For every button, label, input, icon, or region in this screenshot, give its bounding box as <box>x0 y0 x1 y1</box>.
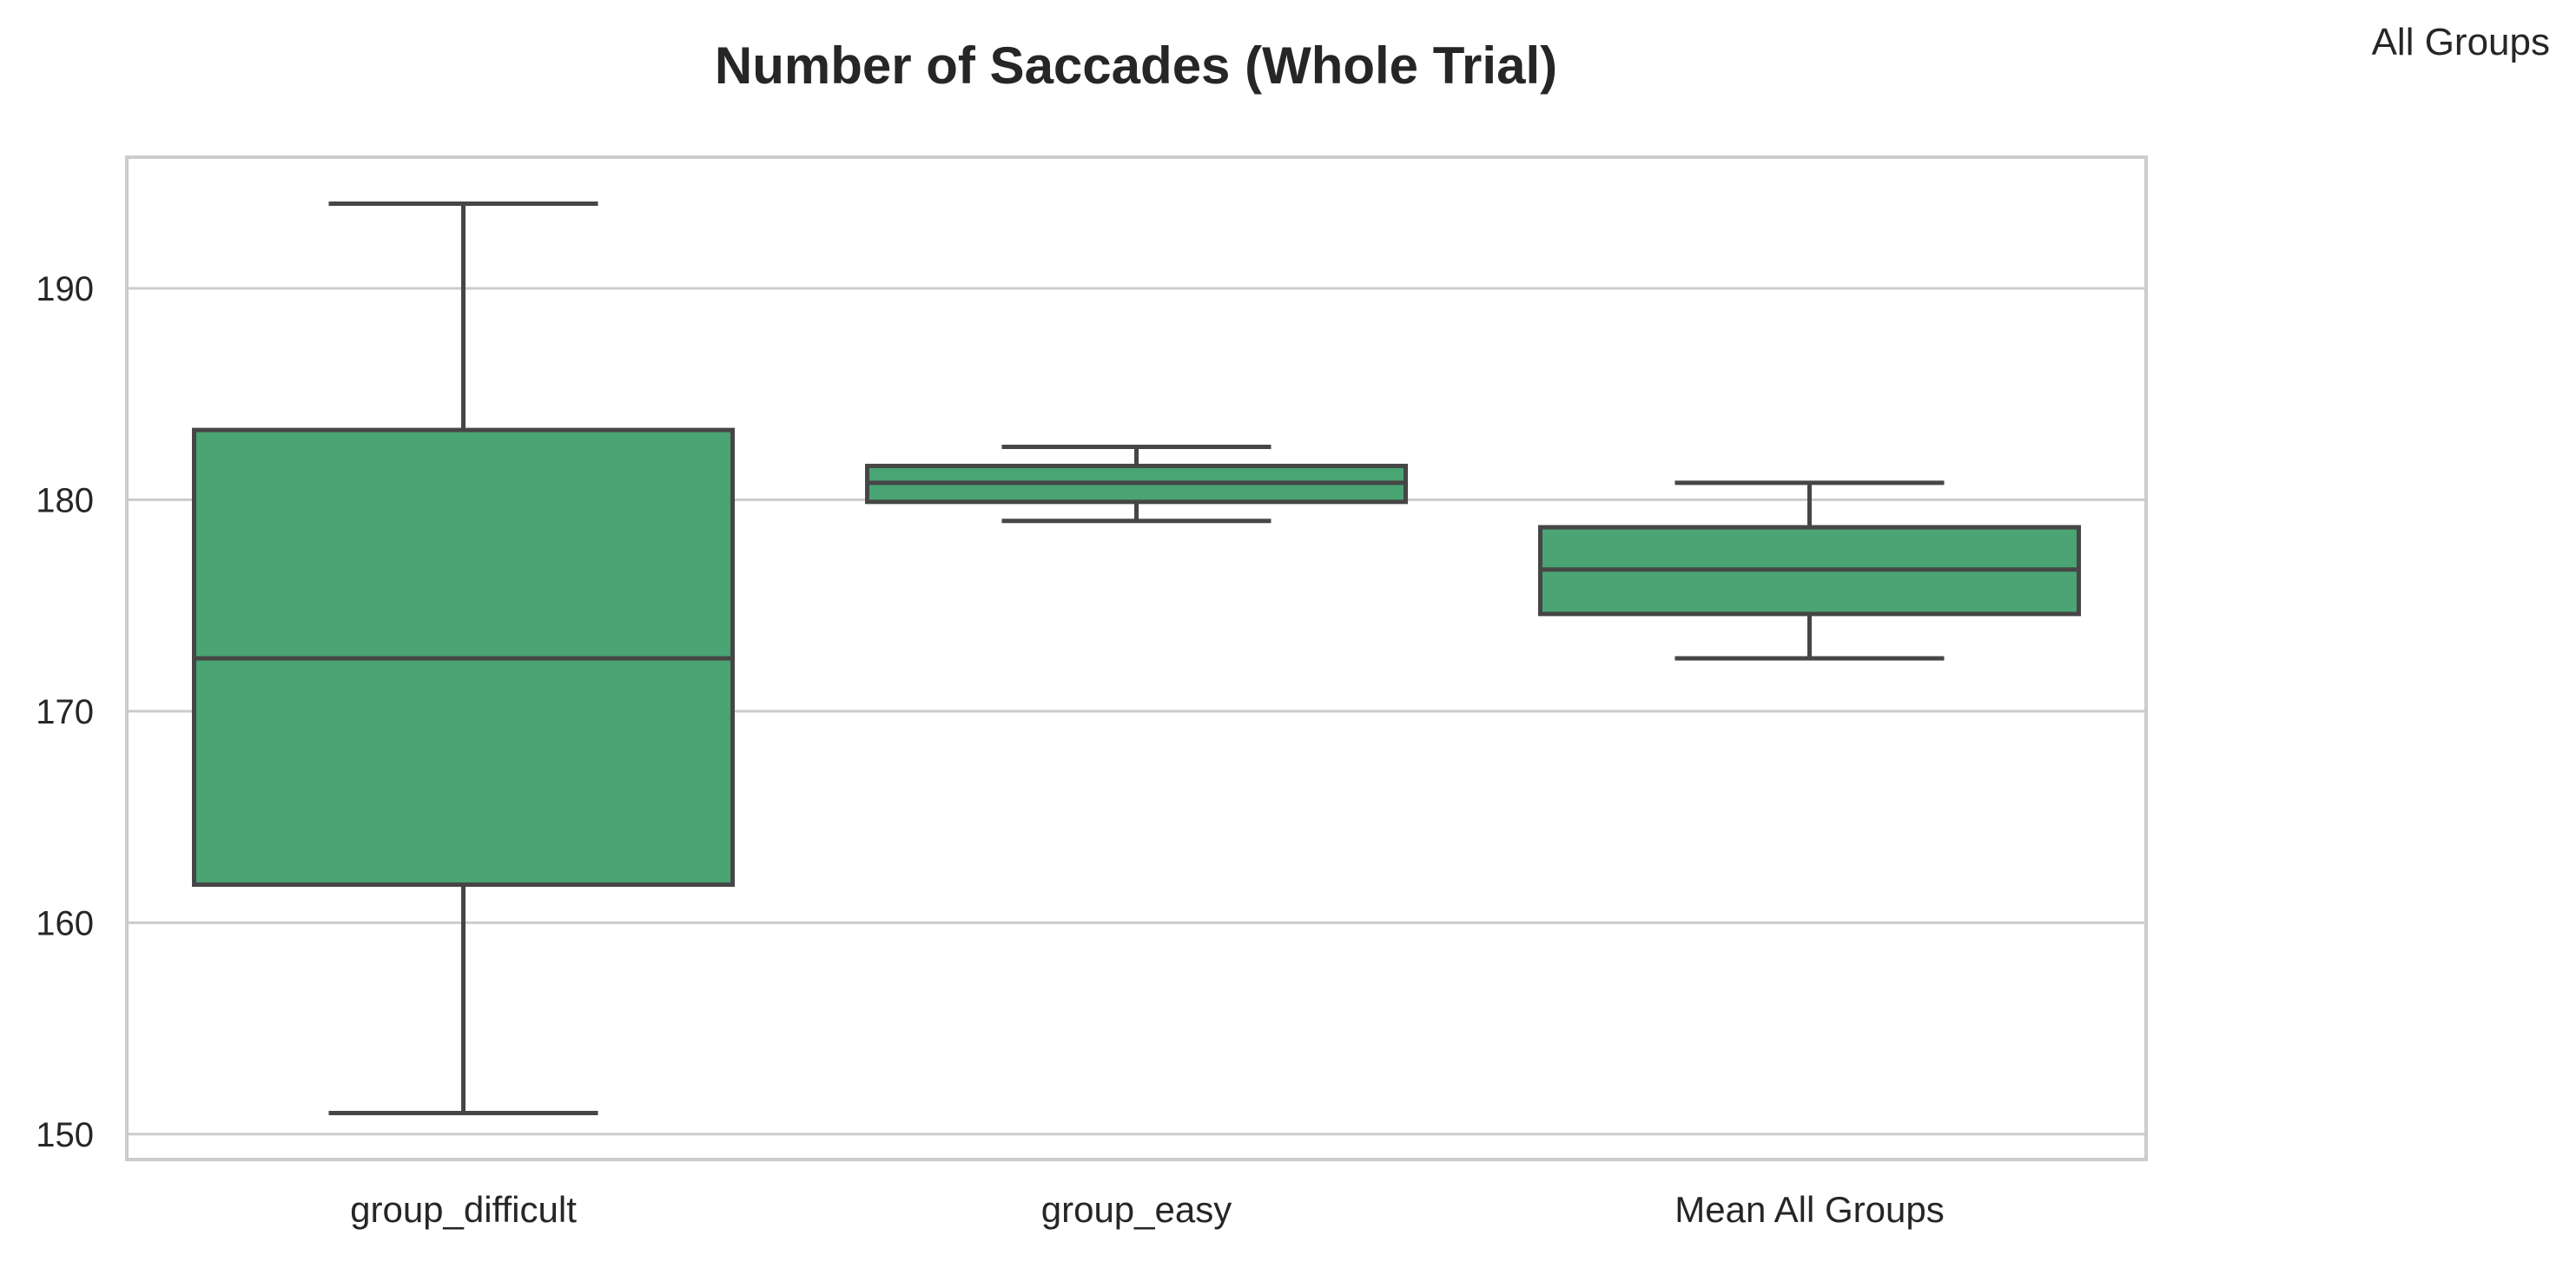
x-tick-label: group_difficult <box>350 1189 577 1230</box>
plot-frame <box>125 155 2148 1161</box>
box-layer <box>192 202 2081 1115</box>
box-group-difficult <box>192 202 735 1115</box>
y-tick-label: 170 <box>36 693 94 731</box>
y-tick-labels: 150 160 170 180 190 <box>36 270 94 1154</box>
chart-title: Number of Saccades (Whole Trial) <box>715 36 1557 95</box>
y-tick-label: 180 <box>36 481 94 519</box>
y-tick-label: 160 <box>36 904 94 942</box>
legend-title: All Groups <box>2372 21 2550 63</box>
y-tick-label: 190 <box>36 270 94 308</box>
box-group-easy <box>865 445 1408 524</box>
box-mean-all-groups <box>1538 480 2081 661</box>
y-tick-label: 150 <box>36 1116 94 1154</box>
x-tick-label: Mean All Groups <box>1674 1189 1945 1230</box>
x-tick-label: group_easy <box>1041 1189 1232 1230</box>
x-tick-labels: group_difficult group_easy Mean All Groups <box>350 1189 1945 1230</box>
